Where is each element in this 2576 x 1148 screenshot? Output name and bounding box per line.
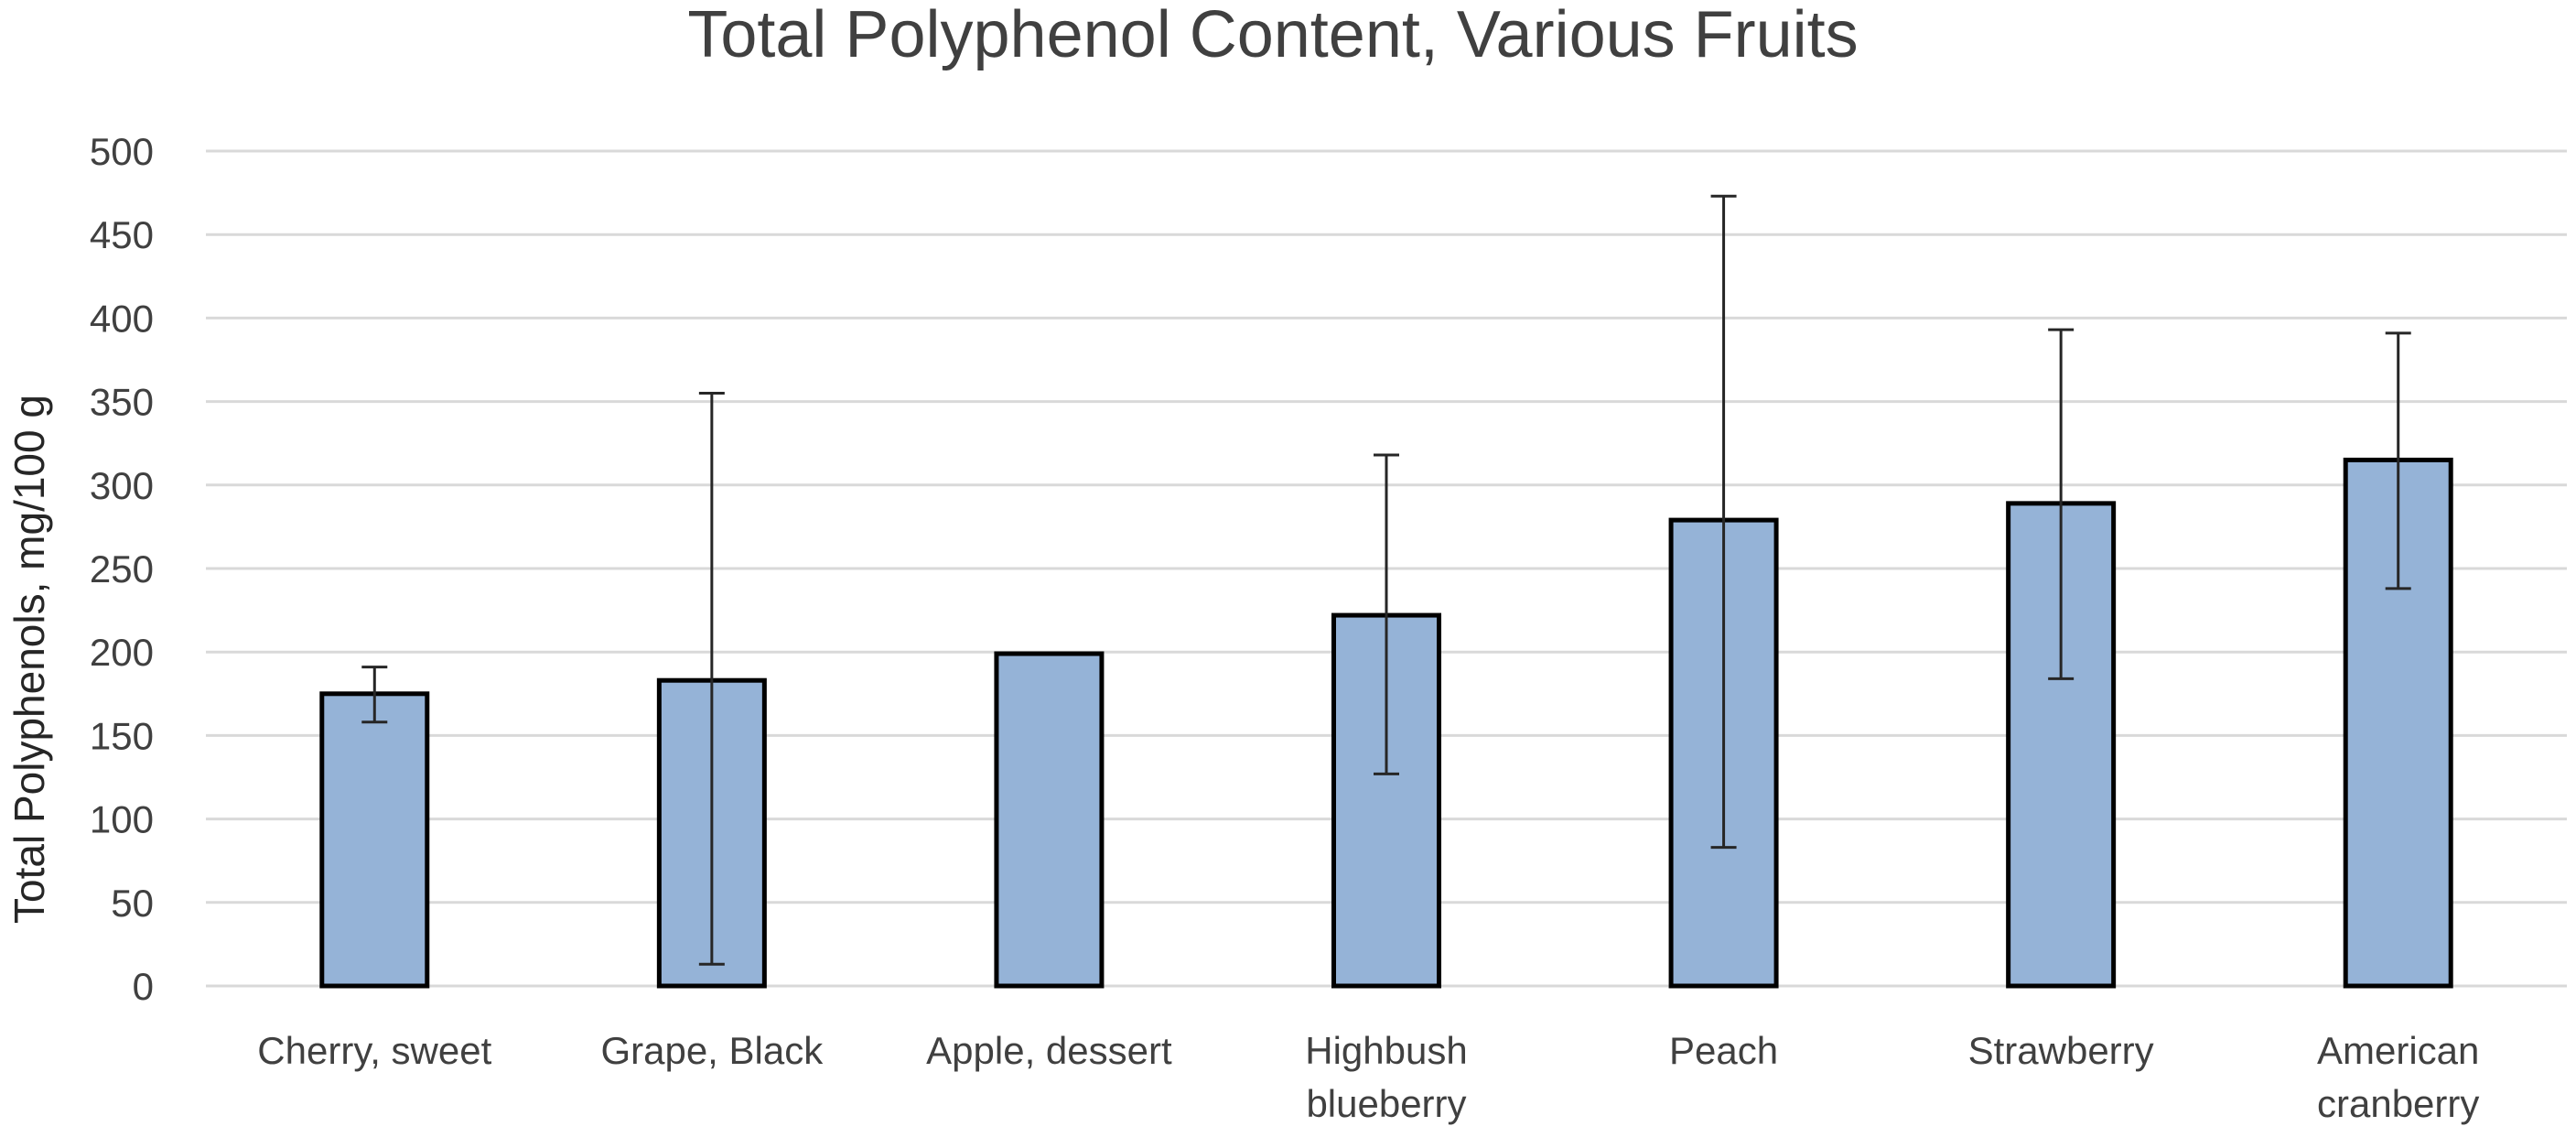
chart-title: Total Polyphenol Content, Various Fruits [687,0,1858,71]
y-tick-label: 150 [90,714,154,757]
error-bar [698,391,725,966]
x-tick-label: Grape, Black [600,1029,824,1072]
y-tick-label: 50 [111,882,154,925]
x-tick-label: Cherry, sweet [257,1029,491,1072]
y-axis-ticks: 0 50 100 150 200 250 300 350 400 450 500 [90,130,154,1008]
y-tick-label: 0 [133,965,154,1008]
y-tick-label: 100 [90,798,154,841]
x-tick-label-line: Strawberry [1968,1029,2154,1072]
x-tick-label-line: blueberry [1306,1082,1466,1125]
y-tick-label: 200 [90,631,154,674]
y-tick-label: 350 [90,381,154,424]
error-bar [1710,194,1737,850]
error-bar [2385,331,2411,590]
x-tick-label: Strawberry [1968,1029,2154,1072]
x-tick-label-line: Cherry, sweet [257,1029,491,1072]
y-tick-label: 250 [90,547,154,590]
x-tick-label: Apple, dessert [926,1029,1172,1072]
x-tick-label: Highbush blueberry [1305,1029,1467,1125]
x-axis-ticks: Cherry, sweet Grape, Black Apple, dessert H… [257,1029,2479,1125]
x-tick-label-line: Peach [1669,1029,1778,1072]
y-axis-label: Total Polyphenols, mg/100 g [5,395,53,924]
error-bar [2048,328,2075,680]
bars [319,457,2453,989]
error-bars [361,194,2411,966]
x-tick-label-line: Highbush [1305,1029,1467,1072]
y-tick-label: 300 [90,464,154,507]
x-tick-label-line: Apple, dessert [926,1029,1172,1072]
x-tick-label: Peach [1669,1029,1778,1072]
y-tick-label: 500 [90,130,154,173]
error-bar [361,666,388,724]
bar [994,651,1105,989]
x-tick-label-line: Grape, Black [600,1029,824,1072]
x-tick-label-line: cranberry [2317,1082,2479,1125]
bar [319,691,430,989]
x-tick-label-line: American [2317,1029,2479,1072]
y-tick-label: 450 [90,213,154,256]
x-tick-label: American cranberry [2317,1029,2479,1125]
error-bar [1374,453,1399,775]
y-tick-label: 400 [90,297,154,340]
